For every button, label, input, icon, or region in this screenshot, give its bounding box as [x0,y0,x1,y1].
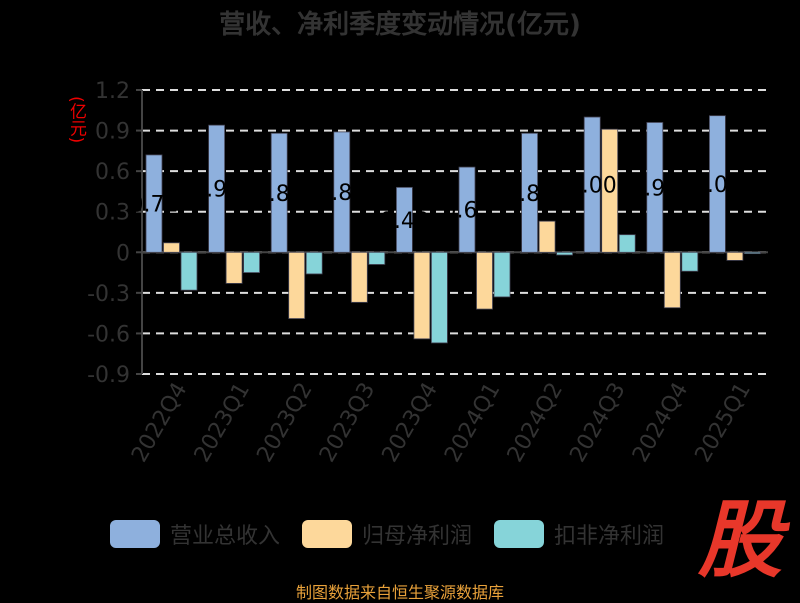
bar-net-profit [413,251,431,340]
y-tick-label: -0.3 [87,282,130,307]
bar-deducted-profit [243,251,261,273]
legend-swatch [302,520,353,548]
y-tick-label: 0.9 [95,120,130,145]
data-label: 0.72 [130,193,179,218]
source-footer: 制图数据来自恒生聚源数据库 [295,583,504,602]
legend-item-revenue[interactable]: 营业总收入 [110,518,280,550]
x-tick-label: 2023Q4 [378,379,443,467]
bar-deducted-profit [681,251,699,272]
bar-revenue [333,131,351,253]
legend-swatch [110,520,160,548]
bar-revenue [145,154,163,253]
bar-deducted-profit [493,251,511,298]
data-label: 0.96 [630,176,679,201]
x-tick-label: 2023Q1 [190,379,255,467]
data-label: 0.88 [255,182,304,207]
chart-title: 营收、净利季度变动情况(亿元) [219,10,581,40]
y-tick-label: 1.2 [95,79,130,104]
bar-deducted-profit [556,251,573,256]
bar-deducted-profit [368,251,386,265]
bar-net-profit [663,251,681,309]
x-tick-label: 2024Q1 [440,379,505,467]
data-label: 1.00 [568,174,617,199]
bar-net-profit [538,220,556,253]
data-label: 0.88 [505,182,554,207]
legend: 营业总收入 归母净利润 扣非净利润 [110,518,664,550]
logo-watermark: 股 [697,491,782,589]
data-label: 1.01 [693,173,742,198]
bar-net-profit [726,251,744,261]
bar-net-profit [350,251,368,303]
y-tick-label: 0.3 [95,201,130,226]
bar-revenue [270,132,288,253]
legend-label: 扣非净利润 [554,524,665,549]
bar-deducted-profit [618,234,636,253]
bar-net-profit [225,251,243,284]
x-tick-label: 2024Q4 [628,379,693,467]
bar-revenue [709,115,726,253]
data-label: 0.89 [317,181,366,206]
bar-net-profit [476,251,493,310]
bar-net-profit [601,128,619,253]
bar-revenue [208,124,226,253]
bar-deducted-profit [430,251,448,344]
legend-item-net-profit[interactable]: 归母净利润 [302,518,472,550]
bar-revenue [583,116,601,253]
legend-swatch [494,520,545,548]
bar-net-profit [163,242,180,253]
legend-item-deducted-profit[interactable]: 扣非净利润 [494,518,664,550]
bar-deducted-profit [305,251,323,275]
x-tick-label: 2023Q2 [252,379,317,467]
y-axis-label: (亿元) [66,96,86,144]
legend-label: 归母净利润 [362,524,473,549]
bar-revenue [458,166,476,253]
bar-deducted-profit [744,251,761,255]
y-tick-label: 0.6 [95,160,130,185]
data-label: 0.94 [192,178,241,203]
x-tick-label: 2023Q3 [315,379,380,467]
y-tick-label: 0 [116,241,130,266]
bar-revenue [646,122,664,253]
y-tick-label: -0.6 [87,322,130,347]
legend-label: 营业总收入 [170,524,281,549]
x-tick-label: 2024Q3 [565,379,630,467]
y-tick-label: -0.9 [87,363,130,388]
x-tick-label: 2024Q2 [503,379,568,467]
bar-revenue [395,186,413,253]
bar-revenue [521,132,538,253]
data-label: 0.63 [443,199,492,224]
x-tick-label: 2025Q1 [691,379,756,467]
bar-net-profit [288,251,306,319]
bar-deducted-profit [180,251,198,291]
data-label: 0.48 [380,209,429,234]
x-tick-label: 2022Q4 [127,379,192,467]
